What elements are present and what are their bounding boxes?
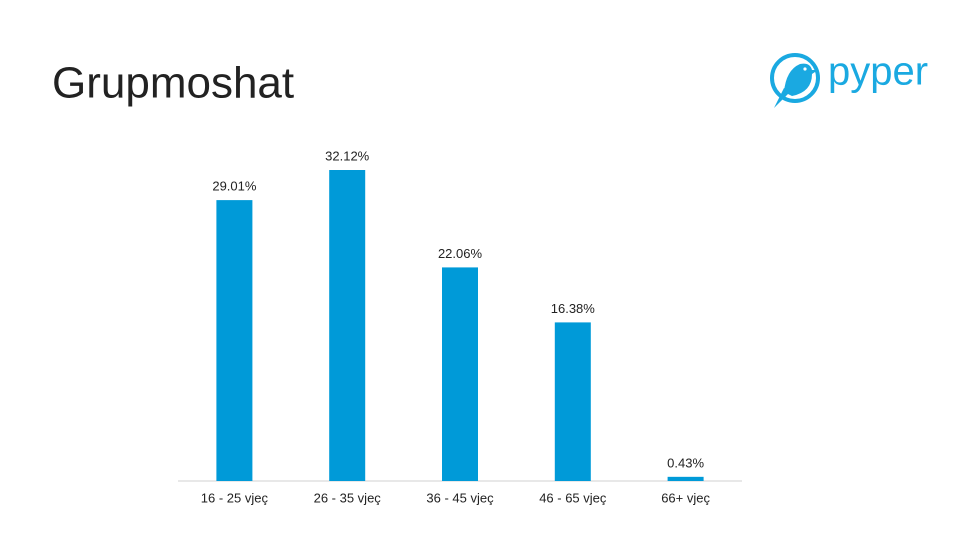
- logo-text: pyper: [828, 50, 928, 94]
- bar: [554, 322, 591, 481]
- logo-eye: [803, 67, 807, 71]
- value-label: 16.38%: [551, 301, 596, 316]
- logo-bird: [784, 63, 818, 96]
- value-label: 0.43%: [667, 455, 704, 470]
- x-tick-label: 26 - 35 vjeç: [314, 490, 382, 505]
- x-tick-label: 36 - 45 vjeç: [426, 490, 494, 505]
- value-label: 29.01%: [212, 179, 257, 194]
- value-label: 22.06%: [438, 246, 483, 261]
- x-tick-label: 16 - 25 vjeç: [201, 490, 269, 505]
- bar: [667, 476, 704, 481]
- x-tick-label: 46 - 65 vjeç: [539, 490, 607, 505]
- logo-ring: [770, 53, 820, 103]
- x-tick-label: 66+ vjeç: [661, 490, 710, 505]
- bar: [329, 170, 366, 481]
- bar: [216, 200, 253, 481]
- value-label: 32.12%: [325, 148, 370, 163]
- bar: [442, 267, 478, 481]
- chart-title: Grupmoshat: [52, 59, 294, 108]
- logo: pyper: [770, 50, 928, 108]
